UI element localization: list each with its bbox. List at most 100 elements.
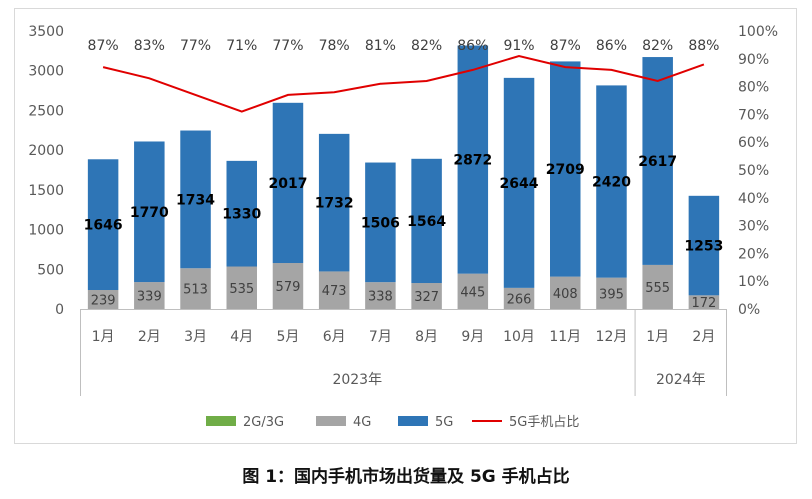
right-y-tick-label: 50% xyxy=(738,163,769,179)
bar-labels: 239 1646 339 1770 513 1734 535 1330 579 2017 473 17… xyxy=(84,153,724,312)
bar-4g xyxy=(87,290,119,309)
label-4g: 445 xyxy=(460,285,485,300)
x-group-label: 2023年 xyxy=(332,372,382,388)
label-4g: 408 xyxy=(553,287,578,302)
bar-5g xyxy=(596,85,627,278)
bar-5g xyxy=(503,77,535,288)
x-tick-label: 3月 xyxy=(184,329,207,345)
label-5g: 2872 xyxy=(453,153,492,169)
right-y-tick-label: 20% xyxy=(738,246,769,262)
legend-swatch xyxy=(206,416,236,426)
left-y-tick-label: 500 xyxy=(37,262,64,278)
bar-4g xyxy=(318,271,350,309)
right-y-tick-label: 80% xyxy=(738,80,769,96)
legend-label: 2G/3G xyxy=(243,415,284,430)
label-4g: 579 xyxy=(276,280,301,295)
right-y-tick-label: 90% xyxy=(738,52,769,68)
label-4g: 338 xyxy=(368,290,393,305)
bar-5g xyxy=(642,57,673,265)
label-5g: 1770 xyxy=(130,205,169,221)
bar-4g xyxy=(411,283,442,309)
legend-label: 5G xyxy=(435,415,453,430)
bar-5g xyxy=(411,158,442,284)
bar-4g xyxy=(503,287,535,309)
right-y-tick-label: 10% xyxy=(738,274,769,290)
left-y-tick-label: 2500 xyxy=(28,103,64,119)
label-5g: 1330 xyxy=(222,207,261,223)
x-tick-label: 11月 xyxy=(549,329,581,345)
x-tick-label: 2月 xyxy=(692,329,715,345)
x-tick-label: 1月 xyxy=(92,329,115,345)
label-4g: 535 xyxy=(229,282,254,297)
share-line-path xyxy=(102,54,705,113)
bar-4g xyxy=(365,282,396,309)
x-axis: 1月 2月 3月 4月 5月 6月 7月 8月 9月 10月 11月 12月 1月 2月 2023年 2024… xyxy=(80,309,727,396)
x-tick-label: 1月 xyxy=(646,329,669,345)
right-y-tick-label: 70% xyxy=(738,107,769,123)
label-5g: 2617 xyxy=(638,154,677,170)
share-label: 77% xyxy=(180,38,211,54)
share-label: 87% xyxy=(550,38,581,54)
share-label: 82% xyxy=(411,38,442,54)
x-tick-label: 10月 xyxy=(503,329,535,345)
x-tick-label: 6月 xyxy=(323,329,346,345)
left-y-axis: 0 500 1000 1500 2000 2500 3000 3500 xyxy=(28,24,64,318)
share-label: 91% xyxy=(503,38,534,54)
share-label: 78% xyxy=(319,38,350,54)
bar-5g xyxy=(549,61,581,277)
bar-4g xyxy=(180,268,211,309)
bar-4g xyxy=(272,263,304,309)
label-5g: 1506 xyxy=(361,215,400,231)
bar-4g xyxy=(134,282,165,309)
x-tick-label: 8月 xyxy=(415,329,438,345)
label-4g: 513 xyxy=(183,283,208,298)
left-y-tick-label: 2000 xyxy=(28,143,64,159)
label-5g: 1253 xyxy=(684,239,723,255)
x-tick-label: 9月 xyxy=(461,329,484,345)
label-4g: 239 xyxy=(91,294,116,309)
bar-5g xyxy=(365,162,396,283)
bar-4g xyxy=(226,266,258,309)
x-tick-label: 7月 xyxy=(369,329,392,345)
left-y-tick-label: 1000 xyxy=(28,223,64,239)
bar-4g xyxy=(688,295,720,309)
label-4g: 555 xyxy=(645,281,670,296)
right-y-tick-label: 40% xyxy=(738,191,769,207)
bar-5g xyxy=(457,45,489,274)
x-tick-label: 2月 xyxy=(138,329,161,345)
legend-label: 5G手机占比 xyxy=(509,415,579,430)
share-label: 86% xyxy=(596,38,627,54)
x-group-label: 2024年 xyxy=(656,372,706,388)
bars xyxy=(87,45,720,309)
x-tick-label: 5月 xyxy=(277,329,300,345)
bar-5g xyxy=(272,102,304,264)
bar-4g xyxy=(642,264,673,309)
label-4g: 327 xyxy=(414,290,439,305)
label-4g: 266 xyxy=(507,292,532,307)
left-y-tick-label: 3000 xyxy=(28,64,64,80)
share-label: 82% xyxy=(642,38,673,54)
left-y-tick-label: 3500 xyxy=(28,24,64,40)
right-y-tick-label: 100% xyxy=(738,24,778,40)
x-tick-label: 4月 xyxy=(230,329,253,345)
share-label: 83% xyxy=(134,38,165,54)
bar-5g xyxy=(87,159,119,291)
bar-5g xyxy=(134,141,165,283)
left-y-tick-label: 1500 xyxy=(28,183,64,199)
bar-5g xyxy=(318,133,350,272)
share-label: 87% xyxy=(88,38,119,54)
bar-5g xyxy=(180,130,211,269)
bar-5g xyxy=(688,195,720,296)
label-5g: 2017 xyxy=(268,176,307,192)
label-5g: 1564 xyxy=(407,214,446,230)
bar-4g xyxy=(549,276,581,309)
share-label: 88% xyxy=(688,38,719,54)
figure-caption: 图 1：国内手机市场出货量及 5G 手机占比 xyxy=(242,467,570,487)
legend-swatch xyxy=(398,416,428,426)
right-y-axis: 0% 10% 20% 30% 40% 50% 60% 70% 80% 90% 100% xyxy=(738,24,778,318)
label-5g: 1732 xyxy=(315,196,354,212)
share-label: 71% xyxy=(226,38,257,54)
label-4g: 172 xyxy=(691,296,716,311)
